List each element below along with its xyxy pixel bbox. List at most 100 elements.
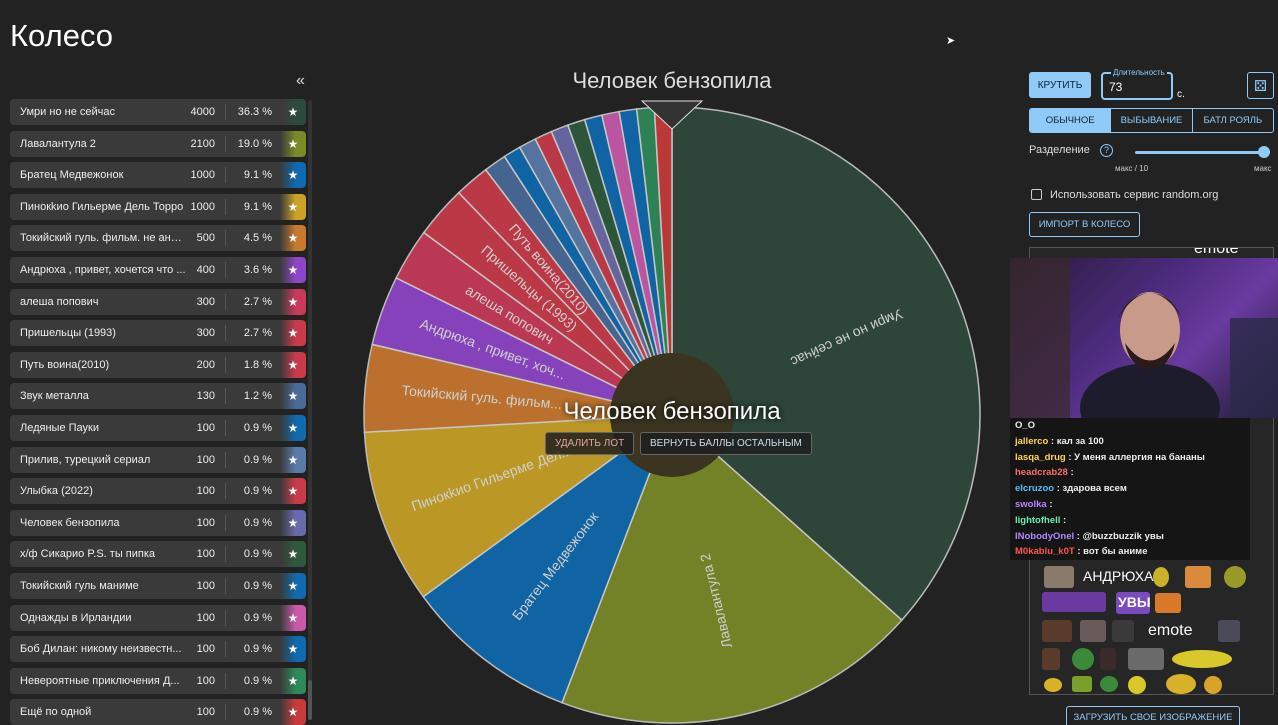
lot-row[interactable]: Токийский гуль маниме 100 0.9 % ★ bbox=[10, 572, 306, 599]
chat-username[interactable]: swolka bbox=[1015, 498, 1047, 510]
lightbulb-icon[interactable]: ★ bbox=[280, 699, 306, 725]
lot-row[interactable]: алеша попович 300 2.7 % ★ bbox=[10, 288, 306, 315]
emote-image bbox=[1218, 620, 1240, 642]
emote-image bbox=[1112, 620, 1134, 642]
webcam-shoulders bbox=[1080, 363, 1220, 418]
return-points-button[interactable]: ВЕРНУТЬ БАЛЛЫ ОСТАЛЬНЫМ bbox=[640, 432, 812, 455]
emote-image bbox=[1100, 648, 1116, 670]
lightbulb-icon[interactable]: ★ bbox=[280, 288, 306, 315]
lot-row[interactable]: Боб Дилан: никому неизвестн... 100 0.9 % ★ bbox=[10, 636, 306, 663]
lot-amount[interactable]: 100 bbox=[186, 419, 226, 436]
split-slider-max-label: макс bbox=[1254, 164, 1272, 173]
duration-input[interactable] bbox=[1109, 80, 1165, 94]
lightbulb-icon[interactable]: ★ bbox=[280, 351, 306, 378]
lot-amount[interactable]: 100 bbox=[186, 514, 226, 531]
lot-amount[interactable]: 100 bbox=[186, 641, 226, 658]
lot-row[interactable]: Пинокkио Гильерме Дель Торро 1000 9.1 % ★ bbox=[10, 193, 306, 220]
chat-username[interactable]: lightofhell bbox=[1015, 514, 1061, 526]
lightbulb-icon[interactable]: ★ bbox=[280, 572, 306, 599]
lot-amount[interactable]: 100 bbox=[186, 672, 226, 689]
mode-toggle: ОБЫЧНОЕ ВЫБЫВАНИЕ БАТЛ РОЯЛЬ bbox=[1029, 108, 1274, 133]
emote-image bbox=[1153, 567, 1169, 587]
collapse-sidebar-icon[interactable]: « bbox=[296, 72, 305, 89]
lot-row[interactable]: Пришельцы (1993) 300 2.7 % ★ bbox=[10, 320, 306, 347]
lightbulb-icon[interactable]: ★ bbox=[280, 667, 306, 694]
lot-row[interactable]: Токийский гуль. фильм. не ани... 500 4.5 %… bbox=[10, 225, 306, 252]
lot-row[interactable]: Путь воина(2010) 200 1.8 % ★ bbox=[10, 351, 306, 378]
lot-amount[interactable]: 400 bbox=[186, 261, 226, 278]
lightbulb-icon[interactable]: ★ bbox=[280, 446, 306, 473]
chat-message: elcruzoo : здарова всем bbox=[1010, 481, 1250, 497]
lot-amount[interactable]: 100 bbox=[186, 609, 226, 626]
lot-row[interactable]: Однажды в Ирландии 100 0.9 % ★ bbox=[10, 604, 306, 631]
lot-amount[interactable]: 300 bbox=[186, 293, 226, 310]
upload-image-button[interactable]: ЗАГРУЗИТЬ СВОЕ ИЗОБРАЖЕНИЕ bbox=[1066, 706, 1240, 725]
split-slider-track[interactable] bbox=[1135, 151, 1264, 154]
lightbulb-icon[interactable]: ★ bbox=[280, 604, 306, 631]
emote-image bbox=[1042, 648, 1060, 670]
lot-list-scrollbar[interactable] bbox=[308, 100, 312, 720]
chat-username[interactable]: INobodyOnel bbox=[1015, 530, 1075, 542]
chat-username[interactable]: jallerco bbox=[1015, 435, 1049, 447]
lot-amount[interactable]: 1000 bbox=[186, 198, 226, 215]
dice-icon[interactable]: ⚄ bbox=[1247, 72, 1274, 99]
lot-row[interactable]: Невероятные приключения Д... 100 0.9 % ★ bbox=[10, 667, 306, 694]
lightbulb-icon[interactable]: ★ bbox=[280, 162, 306, 189]
chat-username[interactable]: headcrab28 bbox=[1015, 467, 1068, 479]
lightbulb-icon[interactable]: ★ bbox=[280, 256, 306, 283]
lot-amount[interactable]: 1000 bbox=[186, 167, 226, 184]
lot-row[interactable]: Братец Медвежонок 1000 9.1 % ★ bbox=[10, 162, 306, 189]
lightbulb-icon[interactable]: ★ bbox=[280, 541, 306, 568]
random-org-checkbox[interactable] bbox=[1031, 189, 1042, 200]
spin-button[interactable]: КРУТИТЬ bbox=[1029, 72, 1091, 98]
mode-elimination-button[interactable]: ВЫБЫВАНИЕ bbox=[1111, 109, 1193, 132]
lot-amount[interactable]: 200 bbox=[186, 356, 226, 373]
lot-amount[interactable]: 4000 bbox=[186, 104, 226, 120]
chat-username[interactable]: elcruzoo bbox=[1015, 483, 1055, 495]
lot-amount[interactable]: 100 bbox=[186, 577, 226, 594]
lot-row[interactable]: Ледяные Пауки 100 0.9 % ★ bbox=[10, 414, 306, 441]
mode-battle-royale-button[interactable]: БАТЛ РОЯЛЬ bbox=[1203, 115, 1263, 126]
chat-message: lightofhell : bbox=[1010, 513, 1250, 529]
lot-amount[interactable]: 130 bbox=[186, 388, 226, 405]
lot-row[interactable]: Андрюха , привет, хочется что ... 400 3.6 … bbox=[10, 256, 306, 283]
lot-row[interactable]: Прилив, турецкий сериал 100 0.9 % ★ bbox=[10, 446, 306, 473]
lightbulb-icon[interactable]: ★ bbox=[280, 320, 306, 347]
lightbulb-icon[interactable]: ★ bbox=[280, 130, 306, 157]
scrollbar-thumb[interactable] bbox=[308, 680, 312, 720]
lot-row[interactable]: Улыбка (2022) 100 0.9 % ★ bbox=[10, 478, 306, 505]
split-slider-thumb[interactable] bbox=[1258, 146, 1270, 158]
chat-username[interactable]: lasqa_drug bbox=[1015, 451, 1066, 463]
chat-username[interactable]: M0kablu_k0T bbox=[1015, 546, 1075, 558]
lot-amount[interactable]: 100 bbox=[186, 483, 226, 500]
lot-amount[interactable]: 100 bbox=[186, 546, 226, 563]
lot-row[interactable]: Умри но не сейчас 4000 36.3 % ★ bbox=[10, 99, 306, 125]
mode-normal-button[interactable]: ОБЫЧНОЕ bbox=[1030, 109, 1112, 132]
lightbulb-icon[interactable]: ★ bbox=[280, 636, 306, 663]
lot-amount[interactable]: 2100 bbox=[186, 135, 226, 152]
chat-message: lasqa_drug : У меня аллергия на бананы bbox=[1010, 450, 1250, 466]
lot-row[interactable]: Звук металла 130 1.2 % ★ bbox=[10, 383, 306, 410]
lot-row[interactable]: Ещё по одной 100 0.9 % ★ bbox=[10, 699, 306, 725]
lot-row[interactable]: Лавалантула 2 2100 19.0 % ★ bbox=[10, 130, 306, 157]
lightbulb-icon[interactable]: ★ bbox=[280, 193, 306, 220]
help-icon[interactable]: ? bbox=[1100, 144, 1113, 157]
lightbulb-icon[interactable]: ★ bbox=[280, 225, 306, 252]
delete-lot-button[interactable]: УДАЛИТЬ ЛОТ bbox=[545, 432, 635, 455]
lot-amount[interactable]: 100 bbox=[186, 704, 226, 721]
lot-row[interactable]: Человек бензопила 100 0.9 % ★ bbox=[10, 509, 306, 536]
lightbulb-icon[interactable]: ★ bbox=[280, 509, 306, 536]
split-label: Разделение bbox=[1029, 144, 1090, 156]
lightbulb-icon[interactable]: ★ bbox=[280, 414, 306, 441]
lot-amount[interactable]: 500 bbox=[186, 230, 226, 247]
lightbulb-icon[interactable]: ★ bbox=[280, 383, 306, 410]
lightbulb-icon[interactable]: ★ bbox=[280, 99, 306, 125]
duration-field[interactable]: Длительность bbox=[1101, 68, 1173, 100]
import-button[interactable]: ИМПОРТ В КОЛЕСО bbox=[1029, 212, 1140, 237]
lot-row[interactable]: х/ф Сикарио P.S. ты пипка 100 0.9 % ★ bbox=[10, 541, 306, 568]
lot-percent: 0.9 % bbox=[243, 516, 272, 529]
lot-amount[interactable]: 100 bbox=[186, 451, 226, 468]
lot-amount[interactable]: 300 bbox=[186, 325, 226, 342]
lightbulb-icon[interactable]: ★ bbox=[280, 478, 306, 505]
